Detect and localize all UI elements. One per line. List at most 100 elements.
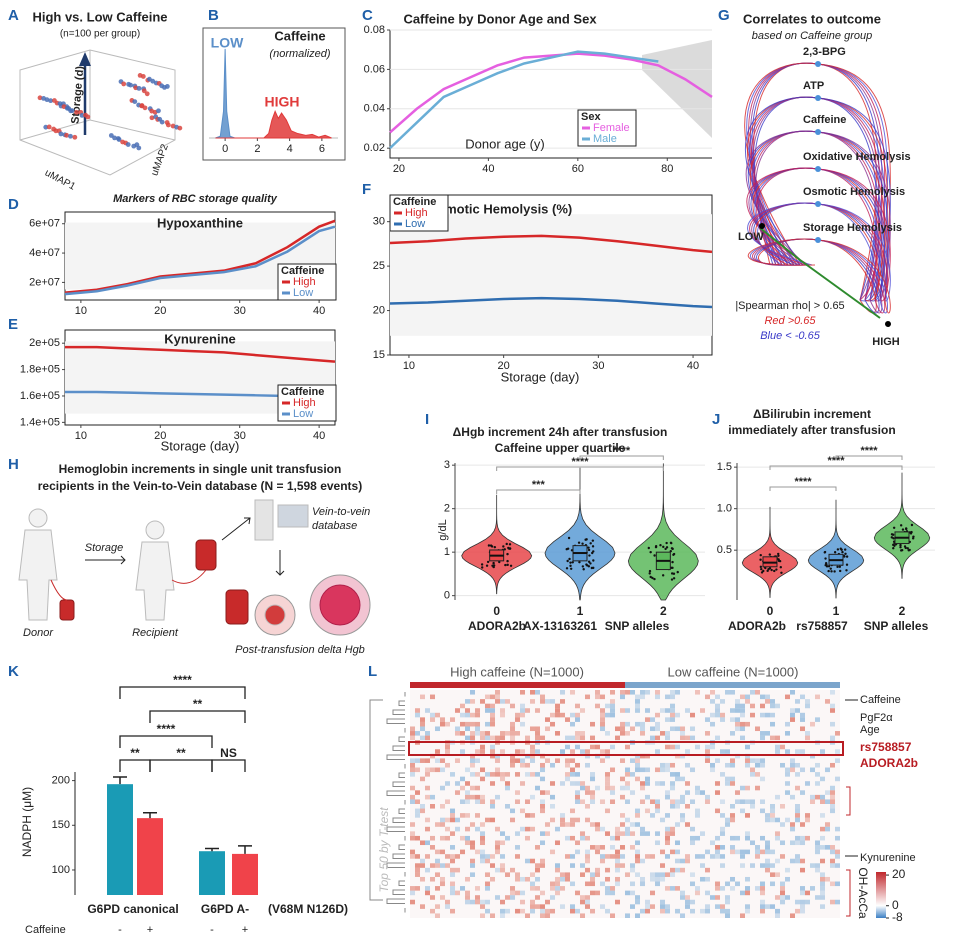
heatmap-cell: [590, 822, 595, 827]
heatmap-cell: [745, 762, 750, 768]
chart-title: ΔBilirubin increment: [753, 407, 871, 421]
y-tick-label: 4e+07: [29, 247, 60, 259]
heatmap-cell: [630, 822, 635, 827]
heatmap-cell: [640, 908, 645, 914]
error-bar: [205, 847, 219, 852]
heatmap-cell: [830, 845, 835, 850]
heatmap-cell: [690, 840, 695, 846]
heatmap-cell: [505, 731, 510, 736]
heatmap-cell: [410, 794, 415, 800]
x-axis-label: SNP alleles: [864, 619, 929, 633]
heatmap-cell: [440, 817, 445, 823]
heatmap-cell: [530, 826, 535, 832]
heatmap-cell: [720, 904, 725, 909]
heatmap-cell: [760, 899, 765, 905]
heatmap-cell: [420, 904, 425, 909]
heatmap-cell: [720, 813, 725, 818]
y-tick-label: 0.5: [717, 544, 732, 556]
heatmap-cell: [435, 822, 440, 827]
jitter-point: [672, 572, 676, 575]
umap-dot: [144, 91, 150, 97]
heatmap-cell: [655, 872, 660, 877]
heatmap-cell: [535, 895, 540, 900]
heatmap-cell: [695, 785, 700, 791]
heatmap-cell: [815, 717, 820, 722]
heatmap-cell: [675, 799, 680, 804]
heatmap-cell: [670, 703, 675, 709]
heatmap-cell: [480, 749, 485, 754]
heatmap-cell: [735, 799, 740, 804]
heatmap-cell: [665, 694, 670, 700]
heatmap-cell: [615, 826, 620, 832]
heatmap-cell: [620, 694, 625, 700]
jitter-point: [912, 535, 915, 538]
heatmap-cell: [795, 762, 800, 768]
heatmap-cell: [540, 890, 545, 896]
umap-dot: [159, 119, 165, 125]
heatmap-cell: [720, 799, 725, 804]
heatmap-cell: [685, 904, 690, 909]
heatmap-cell: [610, 913, 615, 918]
jitter-point: [587, 546, 590, 549]
heatmap-cell: [410, 854, 415, 859]
heatmap-cell: [540, 831, 545, 836]
heatmap-cell: [815, 849, 820, 855]
heatmap-cell: [480, 735, 485, 741]
heatmap-cell: [675, 776, 680, 782]
heatmap-cell: [615, 876, 620, 882]
heatmap-cell: [725, 913, 730, 918]
heatmap-cell: [760, 890, 765, 896]
heatmap-cell: [760, 758, 765, 763]
heatmap-cell: [670, 804, 675, 809]
heatmap-cell: [835, 758, 840, 763]
heatmap-cell: [500, 772, 505, 777]
jitter-point: [661, 574, 665, 577]
heatmap-cell: [720, 749, 725, 754]
heatmap-cell: [620, 813, 625, 818]
ribbon: [642, 40, 712, 138]
heatmap-cell: [785, 781, 790, 786]
heatmap-cell: [655, 808, 660, 814]
heatmap-cell: [635, 694, 640, 700]
heatmap-cell: [725, 781, 730, 786]
sig-label: **: [193, 697, 203, 711]
heatmap-cell: [500, 899, 505, 905]
heatmap-cell: [570, 817, 575, 823]
heatmap-cell: [755, 845, 760, 850]
heatmap-cell: [715, 835, 720, 841]
heatmap-cell: [830, 899, 835, 905]
heatmap-cell: [675, 772, 680, 777]
heatmap-cell: [685, 735, 690, 741]
heatmap-cell: [635, 854, 640, 859]
heatmap-cell: [440, 895, 445, 900]
heatmap-cell: [755, 758, 760, 763]
heatmap-cell: [640, 799, 645, 804]
heatmap-cell: [425, 758, 430, 763]
heatmap-cell: [510, 703, 515, 709]
x-tick-label: 2: [899, 604, 906, 618]
heatmap-cell: [575, 817, 580, 823]
heatmap-cell: [655, 712, 660, 718]
heatmap-cell: [520, 890, 525, 896]
heatmap-cell: [490, 804, 495, 809]
heatmap-cell: [720, 826, 725, 832]
y-tick-label: 1.0: [717, 503, 732, 515]
heatmap-cell: [535, 867, 540, 873]
heatmap-cell: [515, 845, 520, 850]
jitter-point: [909, 532, 913, 535]
heatmap-cell: [750, 758, 755, 763]
jitter-point: [662, 545, 665, 549]
heatmap-cell: [445, 826, 450, 832]
heatmap-cell: [425, 708, 430, 713]
heatmap-cell: [450, 831, 455, 836]
heatmap-cell: [530, 908, 535, 914]
heatmap-cell: [680, 817, 685, 823]
heatmap-cell: [465, 781, 470, 786]
heatmap-cell: [800, 867, 805, 873]
heatmap-cell: [710, 721, 715, 727]
legend-label: Male: [593, 133, 617, 145]
heatmap-cell: [740, 849, 745, 855]
chart-title: Kynurenine: [164, 331, 236, 346]
group-label: (V68M N126D): [268, 902, 348, 916]
jitter-point: [892, 526, 896, 529]
